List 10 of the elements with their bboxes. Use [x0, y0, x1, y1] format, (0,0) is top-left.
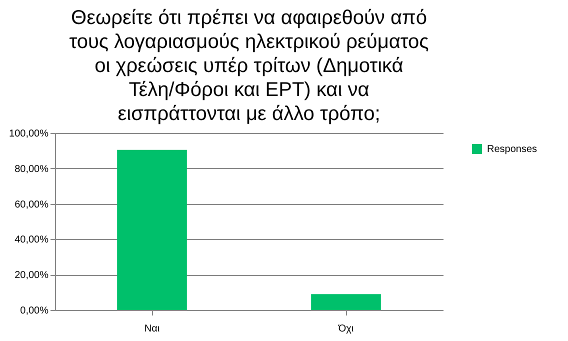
y-tick-label: 60,00%: [14, 199, 49, 210]
y-tick-label: 0,00%: [20, 306, 49, 316]
x-tick-label: Ναι: [144, 324, 160, 334]
y-tick-label: 40,00%: [14, 234, 49, 246]
legend-label: Responses: [487, 144, 538, 155]
y-tick-label: 100,00%: [9, 128, 49, 140]
x-tick-label: Όχι: [337, 324, 354, 334]
y-tick-label: 80,00%: [14, 164, 49, 175]
y-tick-label: 20,00%: [14, 270, 49, 282]
chart-title: Θεωρείτε ότι πρέπει να αφαιρεθούν από τους λογαριασμούς ηλεκτρικού ρεύματος οι χρεώσεις υπέρ τρίτων (Δημοτικά Τέλη/Φόροι και ΕΡΤ) και να εισπράττονται με άλλο τρόπο;: [69, 7, 430, 125]
